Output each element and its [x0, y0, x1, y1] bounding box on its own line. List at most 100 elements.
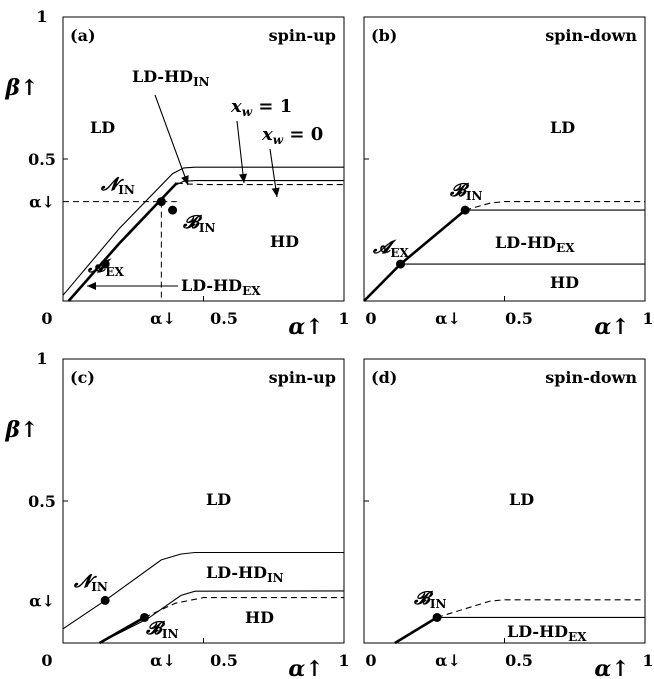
- point-label-n-subscript: IN: [91, 580, 108, 594]
- x-tick-label: 1: [642, 651, 653, 670]
- arrow-head: [271, 187, 280, 197]
- region-label: LD-HDEX: [181, 276, 261, 298]
- arrow-head: [87, 282, 96, 290]
- point-label-b-symbol: 𝓑: [182, 212, 203, 233]
- x-tick-label: 0: [41, 651, 52, 670]
- panel-title: spin-down: [545, 368, 637, 387]
- panel-title: spin-down: [545, 26, 637, 45]
- x-tick-label: 0.5: [505, 309, 533, 328]
- point-label-a-subscript: EX: [105, 265, 124, 279]
- xw-symbol: x: [230, 96, 242, 117]
- panel-title: spin-up: [269, 368, 336, 387]
- panel-title: spin-up: [269, 26, 336, 45]
- point-label-b-subscript: IN: [430, 597, 447, 611]
- series-line-1: [99, 590, 345, 644]
- series-line-0: [394, 616, 438, 645]
- region-label: LD-HDIN: [132, 67, 210, 89]
- region-label: HD: [270, 232, 299, 251]
- critical-point-marker: [156, 197, 166, 207]
- point-label-b-subscript: IN: [466, 189, 483, 203]
- region-label-text: LD: [550, 118, 575, 137]
- region-label-text: HD: [550, 273, 579, 292]
- x-tick-label: α↓: [150, 651, 176, 670]
- x-tick-label: α↓: [150, 309, 176, 328]
- point-label-b: 𝓑IN: [182, 212, 216, 235]
- xw-label: xw = 0: [261, 124, 323, 147]
- series-line-3: [144, 597, 344, 618]
- xw-symbol: x: [261, 124, 273, 145]
- critical-point-marker: [139, 612, 149, 622]
- x-tick-label: 0: [365, 651, 376, 670]
- point-label-a-subscript: EX: [390, 246, 409, 260]
- region-label: HD: [245, 608, 274, 627]
- annotation-arrow: [236, 120, 245, 184]
- y-tick-label: α↓: [29, 193, 55, 212]
- region-label: LD: [509, 490, 534, 509]
- panel-label: (d): [371, 368, 397, 387]
- critical-point-marker: [460, 205, 470, 215]
- x-tick-label: 0.5: [505, 651, 533, 670]
- panel-label: (c): [70, 368, 95, 387]
- x-tick-label: 0.5: [210, 309, 238, 328]
- x-tick-label: α↓: [435, 651, 461, 670]
- region-label: HD: [550, 273, 579, 292]
- point-label-n: 𝓝IN: [73, 571, 108, 594]
- region-label: LD: [550, 118, 575, 137]
- point-label-b: 𝓑IN: [145, 618, 179, 641]
- x-tick-label: 0.5: [210, 651, 238, 670]
- x-tick-label: 0: [41, 309, 52, 328]
- region-label-text: LD: [509, 490, 534, 509]
- region-label-text: LD: [90, 118, 115, 137]
- point-label-n-symbol: 𝓝: [73, 571, 97, 592]
- xw-value: = 0: [283, 124, 323, 145]
- arrow-head: [181, 175, 189, 185]
- panel-d: 𝓑IN LD LD-HDEX (d) spin-down 0 α↓ 0.5 1 α↑: [363, 358, 654, 679]
- x-tick-label: 1: [338, 309, 349, 328]
- y-tick-label: 1: [36, 349, 47, 368]
- y-tick-label: 0.5: [28, 492, 56, 511]
- region-label-text: HD: [270, 232, 299, 251]
- region-label-text: LD: [206, 490, 231, 509]
- region-label-text: LD-HD: [495, 233, 556, 252]
- y-tick-label: 1: [36, 7, 47, 26]
- region-label-text: LD-HD: [181, 276, 242, 295]
- point-label-b: 𝓑IN: [413, 588, 447, 611]
- region-label: LD: [90, 118, 115, 137]
- y-tick-label: α↓: [29, 591, 55, 610]
- point-label-b-subscript: IN: [199, 221, 216, 235]
- x-tick-label: α↓: [435, 309, 461, 328]
- critical-point-marker: [100, 259, 110, 269]
- critical-point-marker: [432, 612, 442, 622]
- region-label-subscript: EX: [242, 284, 261, 298]
- y-axis-label: β↑: [4, 417, 38, 443]
- region-label-subscript: IN: [267, 571, 284, 585]
- critical-point-marker: [100, 595, 110, 605]
- series-line-0: [62, 551, 344, 630]
- region-label: LD-HDEX: [507, 622, 587, 644]
- series-line-2: [436, 599, 645, 618]
- series-line-0: [62, 166, 344, 296]
- point-label-b: 𝓑IN: [449, 180, 483, 203]
- xw-subscript: w: [273, 133, 284, 147]
- region-label-subscript: EX: [568, 630, 587, 644]
- xw-label: xw = 1: [230, 96, 292, 119]
- point-label-n-subscript: IN: [118, 183, 135, 197]
- region-label-text: LD-HD: [507, 622, 568, 641]
- arrow-head: [239, 173, 247, 183]
- point-label-n: 𝓝IN: [100, 174, 135, 197]
- x-tick-label: 1: [338, 651, 349, 670]
- series-line-2: [98, 616, 146, 645]
- point-label-b-symbol: 𝓑: [145, 618, 166, 639]
- region-label-text: LD-HD: [132, 67, 193, 86]
- panel-label: (b): [371, 26, 397, 45]
- point-label-n-symbol: 𝓝: [100, 174, 124, 195]
- xw-value: = 1: [252, 96, 292, 117]
- y-tick-label: 0.5: [28, 150, 56, 169]
- point-label-b-subscript: IN: [162, 627, 179, 641]
- xw-subscript: w: [242, 105, 253, 119]
- series-line-1: [172, 180, 344, 187]
